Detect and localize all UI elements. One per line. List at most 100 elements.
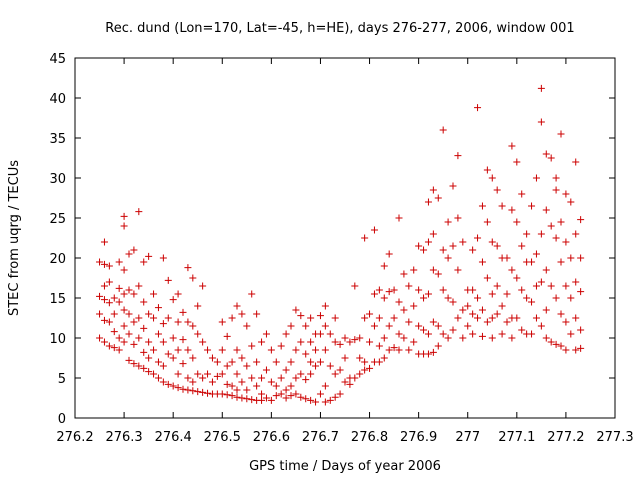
data-point bbox=[562, 318, 570, 326]
data-point bbox=[120, 212, 128, 220]
data-point bbox=[135, 314, 143, 322]
data-point bbox=[532, 282, 540, 290]
data-point bbox=[577, 326, 585, 334]
data-point bbox=[375, 286, 383, 294]
data-point bbox=[174, 318, 182, 326]
data-point bbox=[390, 344, 398, 352]
data-point bbox=[316, 330, 324, 338]
data-point bbox=[262, 366, 270, 374]
data-point bbox=[420, 326, 428, 334]
data-point bbox=[223, 391, 231, 399]
data-point bbox=[469, 310, 477, 318]
data-point bbox=[405, 346, 413, 354]
data-point bbox=[238, 354, 246, 362]
data-point bbox=[154, 358, 162, 366]
data-point bbox=[464, 302, 472, 310]
data-point bbox=[370, 226, 378, 234]
y-axis-label: STEC from uqrg / TECUs bbox=[7, 160, 22, 316]
data-point bbox=[184, 374, 192, 382]
data-point bbox=[528, 258, 536, 266]
data-point bbox=[96, 258, 104, 266]
data-point bbox=[542, 334, 550, 342]
data-point bbox=[233, 370, 241, 378]
data-point bbox=[321, 322, 329, 330]
data-point bbox=[493, 186, 501, 194]
data-point bbox=[429, 348, 437, 356]
data-point bbox=[115, 284, 123, 292]
data-point bbox=[331, 393, 339, 401]
data-point bbox=[150, 370, 158, 378]
data-point bbox=[478, 306, 486, 314]
data-point bbox=[380, 334, 388, 342]
data-point bbox=[542, 266, 550, 274]
x-tick-label: 276.2 bbox=[56, 430, 93, 445]
data-point bbox=[150, 346, 158, 354]
data-point bbox=[184, 346, 192, 354]
data-point bbox=[488, 238, 496, 246]
data-point bbox=[469, 246, 477, 254]
data-point bbox=[562, 238, 570, 246]
data-point bbox=[341, 378, 349, 386]
data-point bbox=[169, 382, 177, 390]
data-point bbox=[282, 394, 290, 402]
data-point bbox=[483, 218, 491, 226]
data-point bbox=[125, 310, 133, 318]
data-point bbox=[213, 358, 221, 366]
data-point bbox=[297, 338, 305, 346]
x-tick-label: 276.3 bbox=[105, 430, 142, 445]
data-point bbox=[297, 312, 305, 320]
data-point bbox=[316, 390, 324, 398]
data-point bbox=[513, 218, 521, 226]
data-point bbox=[366, 310, 374, 318]
data-point bbox=[100, 260, 108, 268]
data-point bbox=[528, 202, 536, 210]
data-point bbox=[528, 330, 536, 338]
data-point bbox=[228, 382, 236, 390]
data-point bbox=[169, 296, 177, 304]
data-point bbox=[567, 254, 575, 262]
data-point bbox=[503, 290, 511, 298]
data-point bbox=[169, 334, 177, 342]
data-point bbox=[96, 334, 104, 342]
data-point bbox=[469, 330, 477, 338]
data-point bbox=[341, 334, 349, 342]
data-point bbox=[145, 252, 153, 260]
data-point bbox=[532, 314, 540, 322]
data-point bbox=[204, 370, 212, 378]
data-point bbox=[518, 286, 526, 294]
data-point bbox=[415, 322, 423, 330]
data-point bbox=[208, 354, 216, 362]
data-point bbox=[508, 266, 516, 274]
data-point bbox=[478, 258, 486, 266]
data-point bbox=[174, 370, 182, 378]
data-point bbox=[488, 314, 496, 322]
data-point bbox=[380, 294, 388, 302]
data-point bbox=[449, 182, 457, 190]
y-tick-label: 0 bbox=[58, 412, 66, 427]
chart-title: Rec. dund (Lon=170, Lat=-45, h=HE), days… bbox=[105, 21, 574, 36]
data-point bbox=[375, 314, 383, 322]
data-point bbox=[557, 258, 565, 266]
data-point bbox=[140, 364, 148, 372]
data-point bbox=[400, 270, 408, 278]
data-point bbox=[336, 390, 344, 398]
data-point bbox=[572, 346, 580, 354]
data-point bbox=[444, 218, 452, 226]
data-point bbox=[552, 174, 560, 182]
data-point bbox=[557, 130, 565, 138]
data-point bbox=[508, 142, 516, 150]
data-point bbox=[439, 330, 447, 338]
data-point bbox=[248, 374, 256, 382]
data-point bbox=[478, 332, 486, 340]
data-point bbox=[493, 282, 501, 290]
data-point bbox=[223, 362, 231, 370]
data-point bbox=[115, 346, 123, 354]
data-point bbox=[577, 344, 585, 352]
data-point bbox=[130, 246, 138, 254]
data-point bbox=[557, 310, 565, 318]
data-point bbox=[572, 158, 580, 166]
data-point bbox=[552, 186, 560, 194]
data-point bbox=[498, 302, 506, 310]
data-point bbox=[125, 330, 133, 338]
data-point bbox=[542, 306, 550, 314]
